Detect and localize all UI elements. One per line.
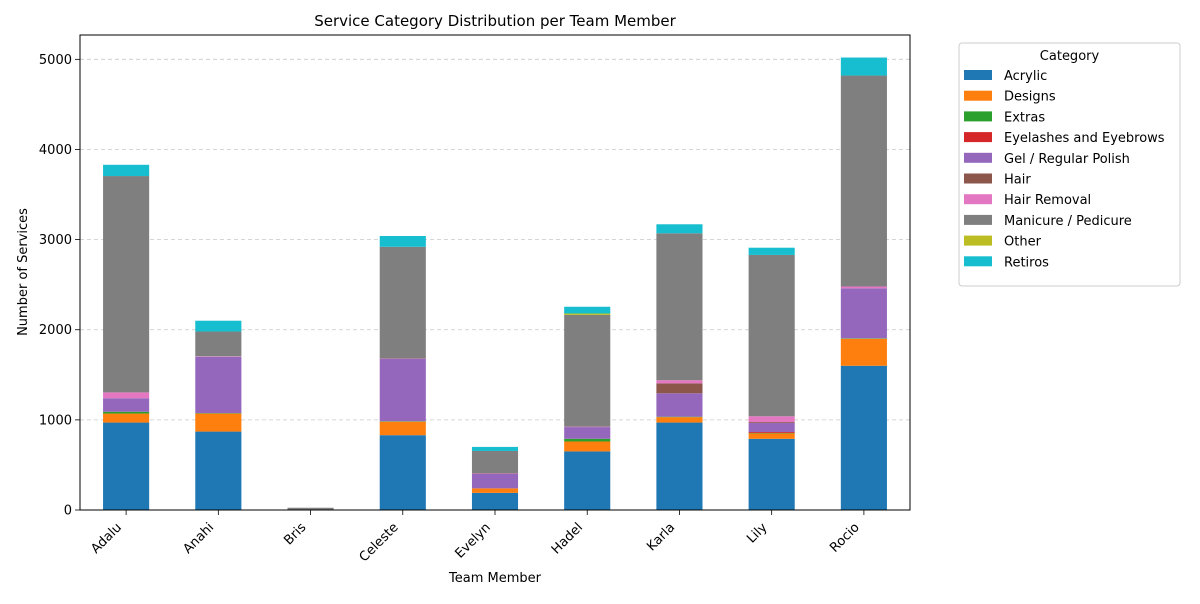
legend-swatch	[964, 111, 992, 121]
bar-segment	[841, 339, 887, 366]
bar-segment	[103, 412, 149, 414]
bar-segment	[472, 451, 518, 474]
bar-segment	[564, 315, 610, 427]
y-tick-label: 4000	[39, 143, 72, 158]
x-tick-label: Celeste	[357, 520, 402, 565]
legend-entry-label: Hair	[1004, 173, 1031, 188]
bar-segment	[380, 422, 426, 436]
x-tick-label: Bris	[281, 520, 309, 548]
legend-entry-label: Extras	[1004, 110, 1045, 125]
bar-segment	[656, 393, 702, 416]
bar-segment	[656, 380, 702, 383]
x-axis-label: Team Member	[448, 571, 542, 586]
y-tick-label: 1000	[39, 413, 72, 428]
bar-segment	[195, 321, 241, 332]
bar-segment	[656, 423, 702, 510]
bar-segment	[195, 357, 241, 413]
legend-entry-label: Eyelashes and Eyebrows	[1004, 131, 1165, 146]
bar-segment	[841, 288, 887, 338]
bar-segment	[103, 176, 149, 392]
legend-swatch	[964, 70, 992, 80]
bar-segment	[564, 451, 610, 510]
y-tick-label: 3000	[39, 233, 72, 248]
x-tick-label: Adalu	[88, 520, 125, 557]
bar-segment	[103, 398, 149, 412]
legend-entry-label: Retiros	[1004, 255, 1049, 270]
bar-segment	[472, 474, 518, 488]
legend-swatch	[964, 174, 992, 184]
legend-entry-label: Other	[1004, 235, 1042, 250]
bar-segment	[195, 414, 241, 432]
y-tick-label: 0	[64, 504, 72, 519]
legend-swatch	[964, 256, 992, 266]
y-tick-label: 5000	[39, 53, 72, 68]
x-tick-label: Evelyn	[452, 520, 493, 561]
x-tick-label: Lily	[744, 520, 770, 546]
bar-segment	[380, 435, 426, 510]
bar-segment	[749, 423, 795, 432]
bar-segment	[564, 314, 610, 315]
bar-segment	[564, 441, 610, 451]
bar-segment	[472, 488, 518, 493]
chart-title: Service Category Distribution per Team M…	[314, 12, 676, 30]
bar-segment	[472, 447, 518, 451]
legend-entry-label: Gel / Regular Polish	[1004, 152, 1130, 167]
bar-segment	[380, 247, 426, 359]
bar-segment	[749, 433, 795, 438]
bar-segment	[288, 508, 334, 510]
x-tick-label: Rocio	[827, 520, 862, 555]
bars-layer	[103, 58, 887, 510]
bar-segment	[749, 432, 795, 433]
legend-title: Category	[1040, 49, 1100, 64]
bar-segment	[564, 439, 610, 442]
bar-segment	[841, 76, 887, 287]
bar-segment	[749, 248, 795, 255]
bar-segment	[195, 432, 241, 510]
legend-entry-label: Hair Removal	[1004, 193, 1091, 208]
legend-swatch	[964, 153, 992, 163]
bar-segment	[472, 493, 518, 510]
bar-segment	[103, 165, 149, 176]
bar-segment	[103, 423, 149, 510]
legend-entry-label: Acrylic	[1004, 69, 1047, 84]
bar-segment	[103, 414, 149, 423]
bar-segment	[656, 233, 702, 380]
legend-swatch	[964, 215, 992, 225]
y-tick-label: 2000	[39, 323, 72, 338]
bar-segment	[841, 58, 887, 76]
bar-segment	[380, 359, 426, 421]
x-tick-label: Anahi	[180, 520, 217, 557]
bar-segment	[656, 383, 702, 393]
legend-swatch	[964, 236, 992, 246]
bar-segment	[564, 307, 610, 314]
legend: Category Acrylic Designs Extras Eyelashes an…	[959, 43, 1180, 286]
x-tick-label: Karla	[644, 520, 678, 554]
bar-segment	[841, 366, 887, 510]
bar-segment	[656, 417, 702, 422]
bar-segment	[749, 255, 795, 416]
legend-entry-label: Manicure / Pedicure	[1004, 214, 1132, 229]
bar-segment	[841, 286, 887, 288]
bar-segment	[656, 224, 702, 233]
bar-segment	[749, 439, 795, 510]
bar-segment	[195, 332, 241, 357]
y-axis-label: Number of Services	[16, 208, 31, 336]
legend-swatch	[964, 91, 992, 101]
bar-segment	[380, 236, 426, 247]
legend-swatch	[964, 194, 992, 204]
bar-segment	[564, 427, 610, 439]
bar-segment	[749, 422, 795, 423]
bar-segment	[749, 416, 795, 422]
bar-segment	[103, 392, 149, 398]
legend-entry-label: Designs	[1004, 90, 1056, 105]
legend-swatch	[964, 132, 992, 142]
x-tick-label: Hadel	[549, 520, 586, 557]
